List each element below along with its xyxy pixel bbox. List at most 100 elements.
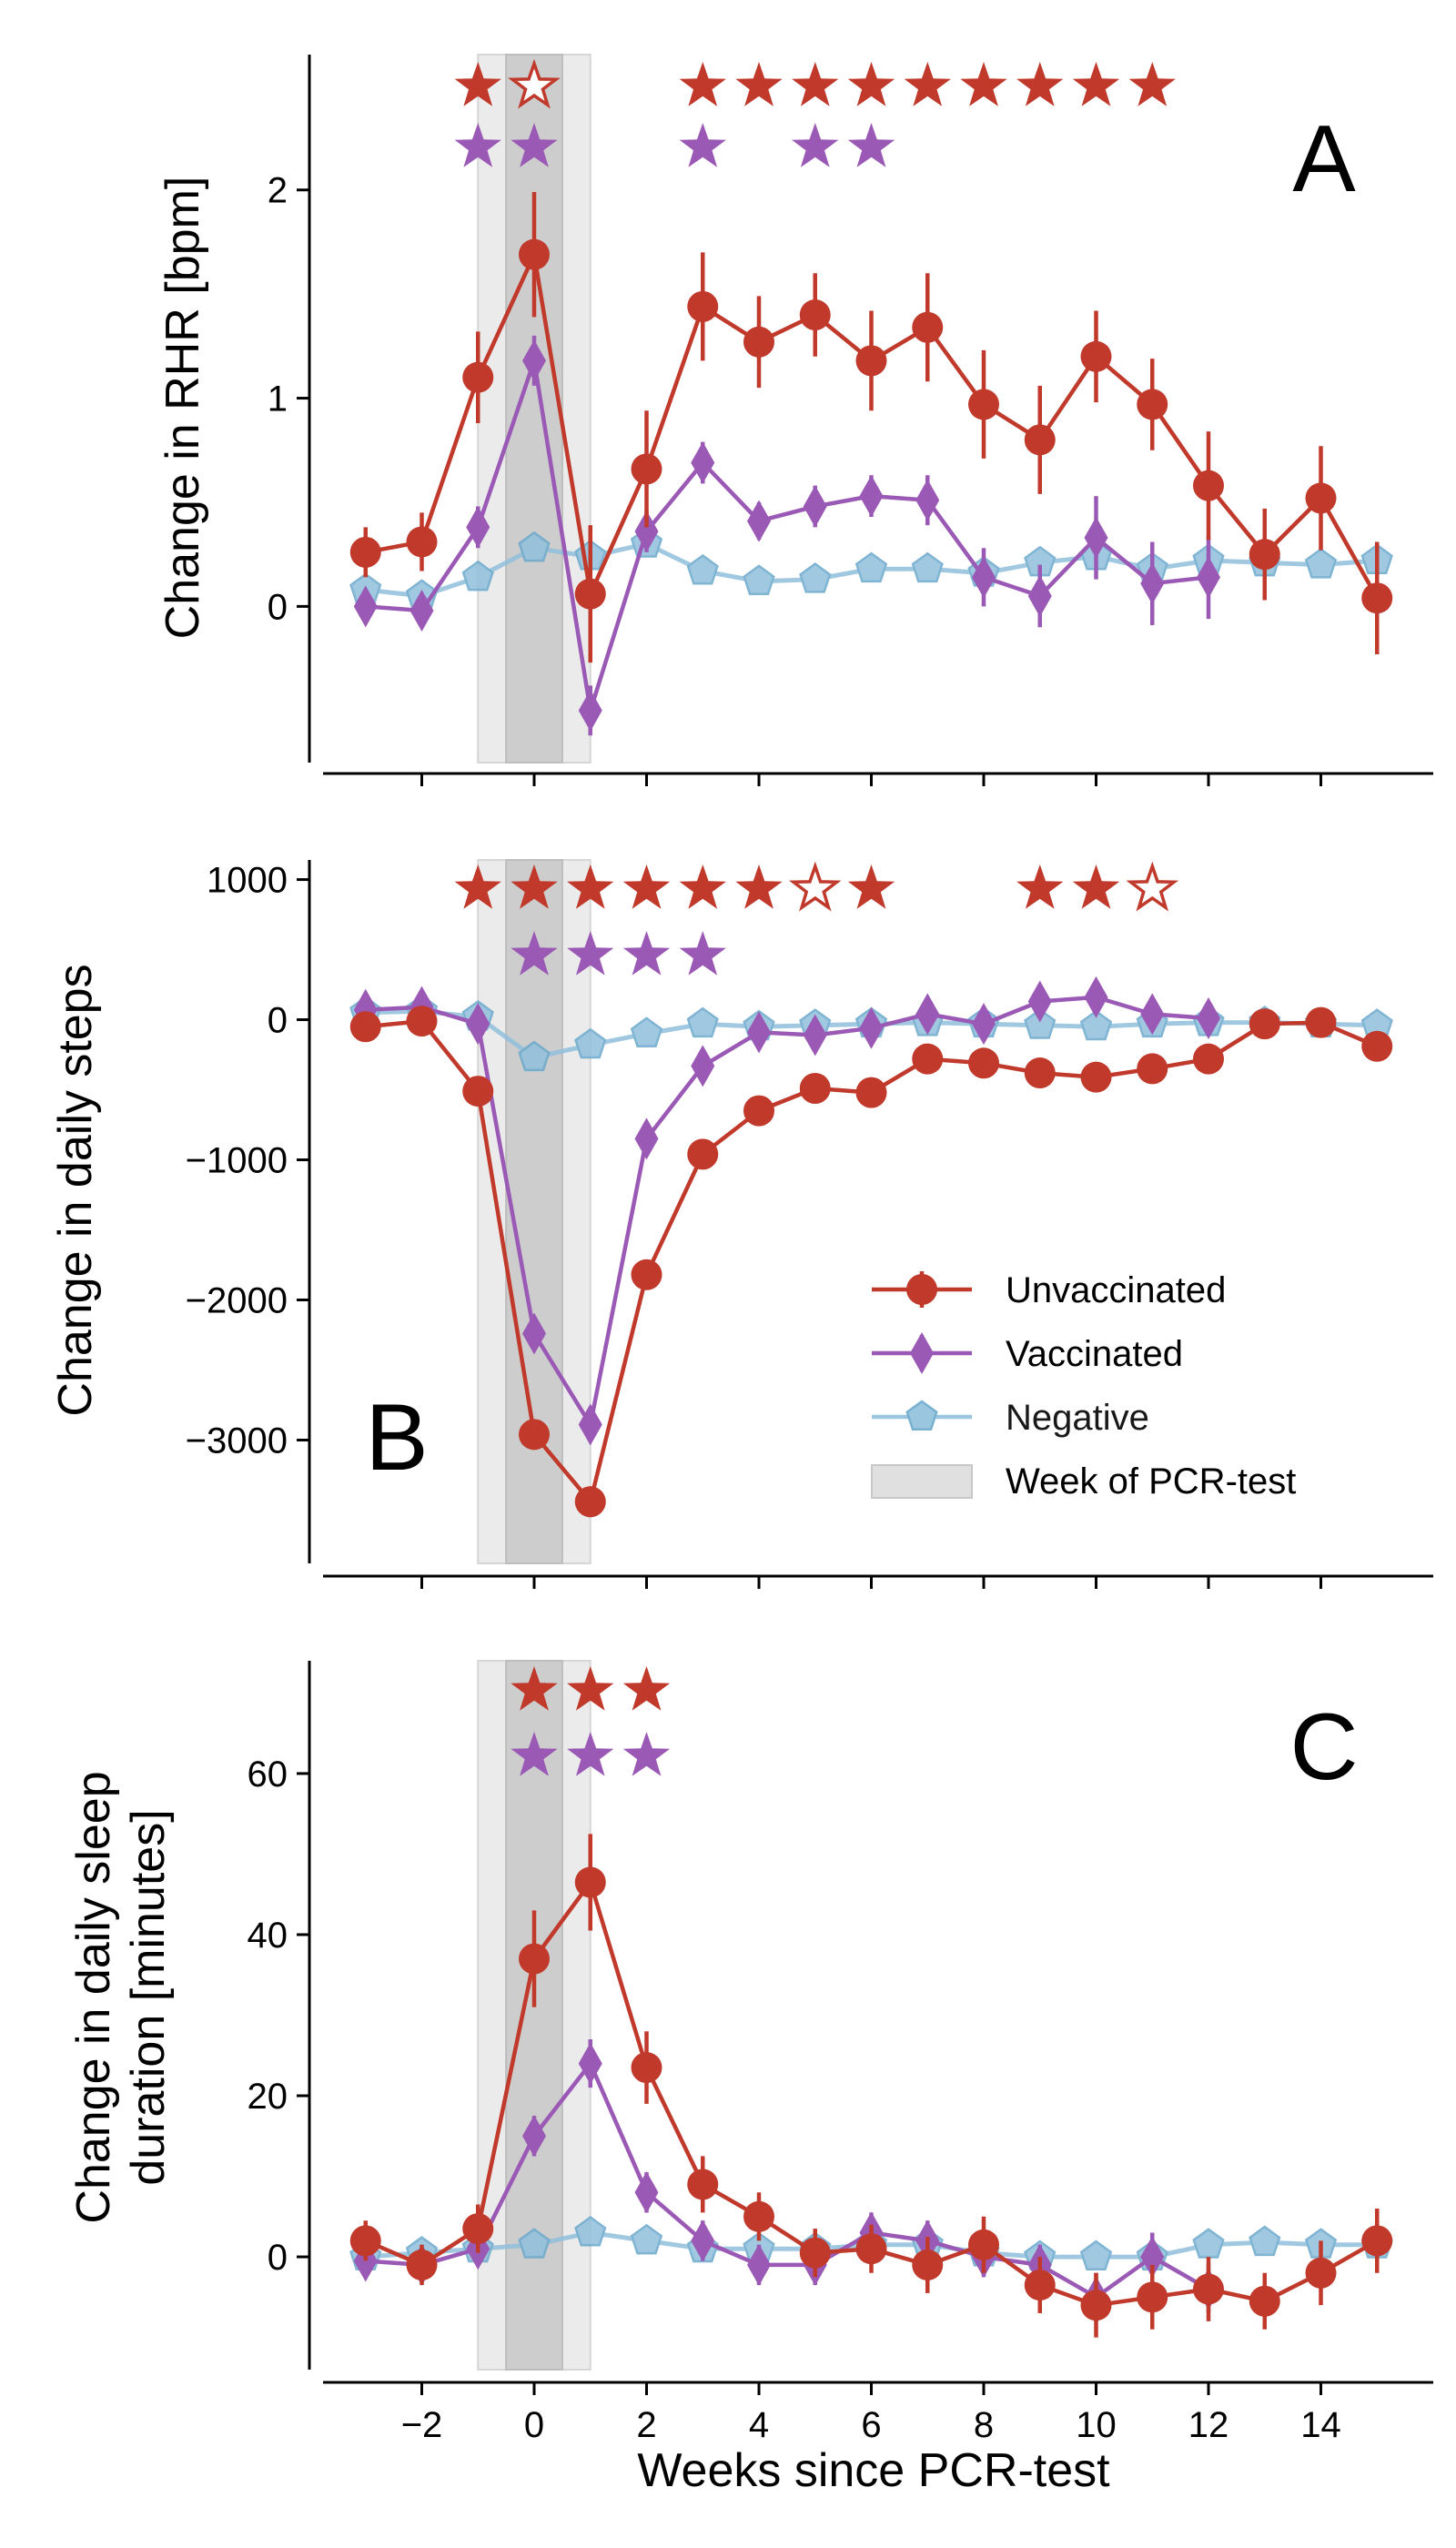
data-point-vaccinated bbox=[1084, 516, 1108, 559]
significance-star-unvaccinated bbox=[735, 62, 783, 106]
series-unvaccinated bbox=[349, 1834, 1393, 2338]
data-point-unvaccinated bbox=[1305, 2257, 1337, 2289]
data-point-vaccinated bbox=[691, 441, 715, 484]
y-tick-label: 20 bbox=[248, 2077, 288, 2117]
significance-star-open-unvaccinated bbox=[1126, 861, 1179, 912]
y-tick-label: 1000 bbox=[207, 861, 288, 901]
significance-star-unvaccinated bbox=[735, 864, 783, 909]
data-point-unvaccinated bbox=[687, 290, 719, 322]
x-axis-label: Weeks since PCR-test bbox=[637, 2444, 1110, 2497]
data-point-unvaccinated bbox=[1137, 1053, 1168, 1085]
legend-label-unvaccinated: Unvaccinated bbox=[1006, 1270, 1226, 1310]
panel-a-ylabel: Change in RHR [bpm] bbox=[157, 177, 209, 640]
legend-marker-pentagon bbox=[905, 1400, 938, 1431]
data-point-vaccinated bbox=[578, 689, 602, 732]
pcr-week-band-inner bbox=[505, 54, 563, 763]
data-point-unvaccinated bbox=[1193, 1043, 1224, 1075]
panel-b-letter: B bbox=[365, 1385, 428, 1491]
panel-b: −3000 −2000 −1000 0 1000 Change in daily ste… bbox=[49, 859, 1433, 1589]
data-point-unvaccinated bbox=[462, 1076, 494, 1107]
significance-star-unvaccinated bbox=[1016, 864, 1064, 909]
data-point-unvaccinated bbox=[912, 1043, 944, 1075]
data-point-vaccinated bbox=[691, 2219, 715, 2262]
significance-star-vaccinated bbox=[792, 123, 839, 167]
panel-a-axes bbox=[308, 55, 1433, 775]
x-tick-label: 14 bbox=[1300, 2405, 1341, 2445]
significance-star-vaccinated bbox=[567, 1732, 614, 1776]
data-point-unvaccinated bbox=[1249, 539, 1280, 571]
data-point-negative bbox=[799, 562, 832, 593]
data-point-unvaccinated bbox=[743, 1095, 774, 1127]
data-point-unvaccinated bbox=[1193, 470, 1224, 501]
data-point-unvaccinated bbox=[968, 1047, 999, 1079]
data-point-negative bbox=[518, 531, 551, 562]
x-tick-label: 2 bbox=[636, 2405, 656, 2445]
significance-star-unvaccinated bbox=[567, 864, 614, 909]
x-tick-label: 10 bbox=[1076, 2405, 1117, 2445]
significance-star-open-unvaccinated bbox=[508, 58, 561, 109]
panel-a-series bbox=[349, 192, 1393, 736]
data-point-unvaccinated bbox=[574, 1486, 606, 1518]
data-point-unvaccinated bbox=[1080, 1061, 1112, 1093]
significance-star-vaccinated bbox=[622, 931, 671, 976]
data-point-vaccinated bbox=[522, 2115, 546, 2158]
panel-a: 0 1 2 Change in RHR [bpm] A bbox=[157, 54, 1433, 786]
data-point-unvaccinated bbox=[349, 2225, 381, 2257]
data-point-unvaccinated bbox=[1024, 1057, 1056, 1089]
panel-a-shade bbox=[477, 54, 592, 763]
panel-a-stars bbox=[454, 58, 1176, 167]
panel-c-axes bbox=[308, 1661, 1433, 2384]
panel-a-letter: A bbox=[1292, 106, 1356, 212]
panel-b-series bbox=[349, 976, 1393, 1518]
panel-a-yticks: 0 1 2 bbox=[268, 171, 309, 627]
significance-star-vaccinated bbox=[847, 123, 895, 167]
data-point-unvaccinated bbox=[687, 1138, 719, 1170]
significance-star-unvaccinated bbox=[847, 62, 895, 106]
series-line-vaccinated bbox=[365, 2061, 1210, 2300]
data-point-negative bbox=[630, 2223, 663, 2255]
data-point-negative bbox=[686, 1006, 719, 1038]
data-point-vaccinated bbox=[915, 993, 940, 1036]
y-tick-label: −2000 bbox=[186, 1281, 288, 1321]
legend-label-vaccinated: Vaccinated bbox=[1006, 1334, 1183, 1374]
data-point-vaccinated bbox=[1140, 562, 1165, 605]
panel-c-ylabel-line1: Change in daily sleep bbox=[67, 1771, 120, 2223]
data-point-vaccinated bbox=[803, 485, 827, 528]
panel-c-stars bbox=[511, 1666, 671, 1776]
significance-star-vaccinated bbox=[511, 123, 558, 167]
data-point-negative bbox=[574, 2215, 607, 2247]
data-point-unvaccinated bbox=[462, 2213, 494, 2245]
data-point-vaccinated bbox=[634, 511, 659, 553]
data-point-vaccinated bbox=[578, 1403, 602, 1446]
data-point-vaccinated bbox=[859, 475, 884, 518]
panel-b-axes bbox=[308, 860, 1433, 1578]
data-point-negative bbox=[461, 560, 494, 592]
significance-star-vaccinated bbox=[679, 931, 726, 976]
data-point-vaccinated bbox=[1084, 976, 1108, 1018]
panel-c-shade bbox=[477, 1660, 592, 2371]
legend-item-unvaccinated: Unvaccinated bbox=[872, 1270, 1226, 1310]
data-point-unvaccinated bbox=[1080, 340, 1112, 372]
data-point-unvaccinated bbox=[799, 299, 831, 331]
data-point-unvaccinated bbox=[1137, 389, 1168, 420]
series-vaccinated bbox=[353, 335, 1220, 736]
significance-star-unvaccinated bbox=[454, 864, 501, 909]
significance-star-unvaccinated bbox=[679, 62, 726, 106]
data-point-negative bbox=[911, 551, 944, 583]
panel-b-shade bbox=[477, 859, 592, 1564]
data-point-unvaccinated bbox=[462, 361, 494, 393]
x-tick-label: 0 bbox=[524, 2405, 544, 2445]
panel-a-xticks bbox=[420, 774, 1322, 786]
data-point-vaccinated bbox=[1027, 574, 1052, 617]
data-point-vaccinated bbox=[1197, 997, 1220, 1040]
data-point-unvaccinated bbox=[912, 311, 944, 343]
series-unvaccinated bbox=[349, 192, 1393, 663]
y-tick-label: −3000 bbox=[186, 1421, 288, 1461]
data-point-unvaccinated bbox=[687, 2169, 719, 2200]
data-point-vaccinated bbox=[859, 1006, 884, 1049]
data-point-unvaccinated bbox=[1193, 2273, 1224, 2305]
y-tick-label: 1 bbox=[268, 379, 288, 420]
data-point-vaccinated bbox=[691, 1045, 715, 1087]
significance-star-vaccinated bbox=[454, 123, 501, 167]
data-point-unvaccinated bbox=[406, 2249, 438, 2280]
